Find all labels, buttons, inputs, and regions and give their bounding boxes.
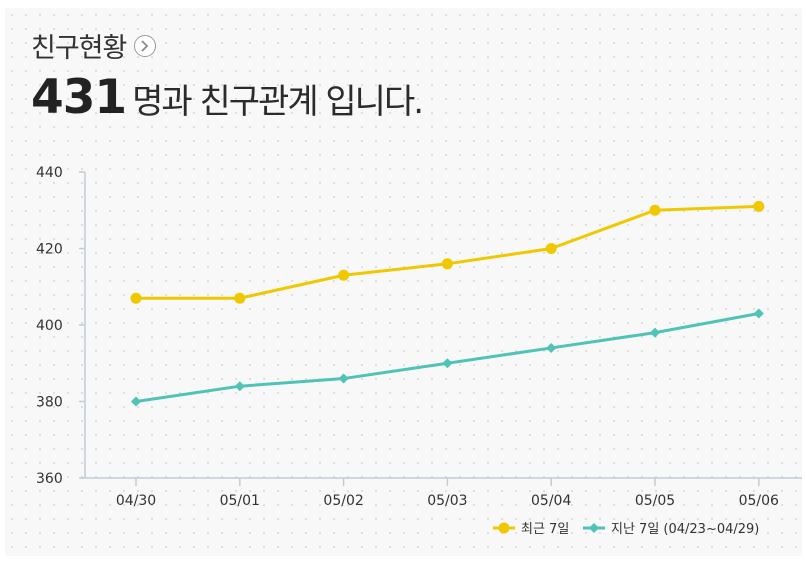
page-title[interactable]: 친구현황 xyxy=(31,26,157,65)
data-point xyxy=(545,243,557,254)
data-point xyxy=(234,292,246,304)
friend-status-card xyxy=(5,8,802,556)
x-tick-label: 05/03 xyxy=(427,493,467,509)
data-point xyxy=(546,342,557,353)
data-point xyxy=(442,358,453,369)
y-tick-label: 440 xyxy=(36,165,63,181)
x-tick-label: 05/06 xyxy=(739,493,779,509)
legend-label-2: 지난 7일 (04/23~04/29) xyxy=(611,522,759,537)
x-tick-label: 05/02 xyxy=(323,493,363,509)
data-point xyxy=(338,269,350,281)
friend-count: 431 xyxy=(31,70,127,125)
y-tick-label: 380 xyxy=(36,395,63,411)
series-line-1 xyxy=(136,204,759,300)
legend-label-1: 최근 7일 xyxy=(521,522,569,537)
data-point xyxy=(441,258,453,270)
data-point xyxy=(130,292,142,304)
data-point xyxy=(131,396,141,407)
friend-count-suffix: 명과 친구관계 입니다. xyxy=(132,82,424,122)
x-tick-label: 04/30 xyxy=(116,493,156,509)
friend-count-headline: 431 명과 친구관계 입니다. xyxy=(31,70,424,125)
series-line-2 xyxy=(135,312,760,403)
y-tick-label: 400 xyxy=(36,318,63,334)
data-point xyxy=(753,308,764,319)
x-tick-label: 05/04 xyxy=(531,493,571,509)
chevron-right-icon[interactable] xyxy=(134,34,157,57)
data-point xyxy=(649,204,661,216)
legend-marker-2 xyxy=(589,523,599,533)
data-point xyxy=(234,381,245,392)
data-point xyxy=(338,373,349,384)
x-tick-label: 05/01 xyxy=(220,493,260,509)
data-point xyxy=(650,327,660,338)
legend-marker-1 xyxy=(498,522,510,534)
y-tick-label: 420 xyxy=(36,242,63,258)
page-title-text: 친구현황 xyxy=(31,33,127,64)
data-point xyxy=(753,200,765,212)
x-tick-label: 05/05 xyxy=(635,493,675,509)
y-tick-label: 360 xyxy=(36,471,63,487)
